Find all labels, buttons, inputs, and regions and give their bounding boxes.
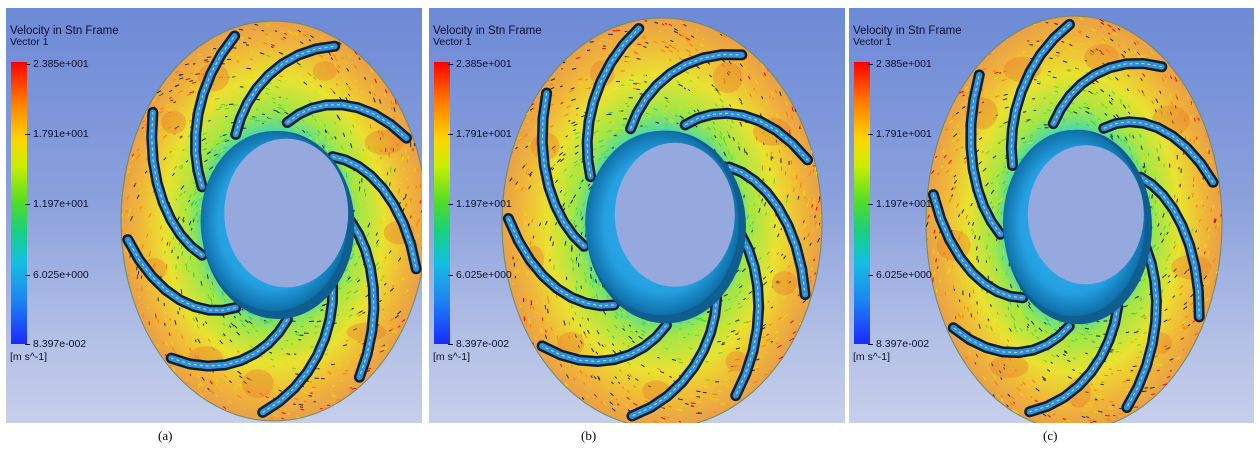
- legend-tick: 6.025e+000: [25, 269, 89, 281]
- color-scale-bar: [854, 62, 870, 344]
- legend-tick-min: 8.397e-002: [447, 338, 509, 350]
- legend-subtitle: Vector 1: [853, 36, 892, 48]
- caption-c: (c): [1043, 428, 1058, 443]
- legend-tick: 6.025e+000: [448, 269, 512, 281]
- panel-a: Velocity in Stn Frame Vector 1 2.385e+00…: [6, 8, 422, 423]
- legend-tick-max: 2.385e+001: [25, 58, 89, 70]
- legend-unit: [m s^-1]: [10, 351, 48, 363]
- legend-tick: 6.025e+000: [868, 269, 932, 281]
- panel-c: Velocity in Stn Frame Vector 1 2.385e+00…: [849, 8, 1254, 423]
- legend-tick: 1.791e+001: [448, 128, 512, 140]
- legend-tick: 1.197e+001: [868, 198, 932, 210]
- velocity-vector-plot: [501, 17, 823, 423]
- legend-subtitle: Vector 1: [433, 36, 472, 48]
- legend-tick: 1.791e+001: [868, 128, 932, 140]
- legend-title: Velocity in Stn Frame: [853, 25, 962, 37]
- velocity-vector-plot: [120, 20, 422, 422]
- legend-tick-min: 8.397e-002: [24, 338, 86, 350]
- legend-title: Velocity in Stn Frame: [433, 25, 542, 37]
- legend-tick-max: 2.385e+001: [448, 58, 512, 70]
- legend-tick: 1.197e+001: [25, 198, 89, 210]
- velocity-vector-plot: [925, 15, 1223, 423]
- legend-tick: 1.197e+001: [448, 198, 512, 210]
- legend-subtitle: Vector 1: [10, 36, 49, 48]
- color-scale-bar: [11, 62, 27, 344]
- legend-unit: [m s^-1]: [433, 351, 471, 363]
- legend-tick-max: 2.385e+001: [868, 58, 932, 70]
- legend-unit: [m s^-1]: [853, 351, 891, 363]
- caption-b: (b): [581, 428, 597, 443]
- legend-title: Velocity in Stn Frame: [10, 25, 119, 37]
- panel-b: Velocity in Stn Frame Vector 1 2.385e+00…: [429, 8, 845, 423]
- legend-tick-min: 8.397e-002: [867, 338, 929, 350]
- legend-tick: 1.791e+001: [25, 128, 89, 140]
- caption-a: (a): [158, 428, 173, 443]
- color-scale-bar: [434, 62, 450, 344]
